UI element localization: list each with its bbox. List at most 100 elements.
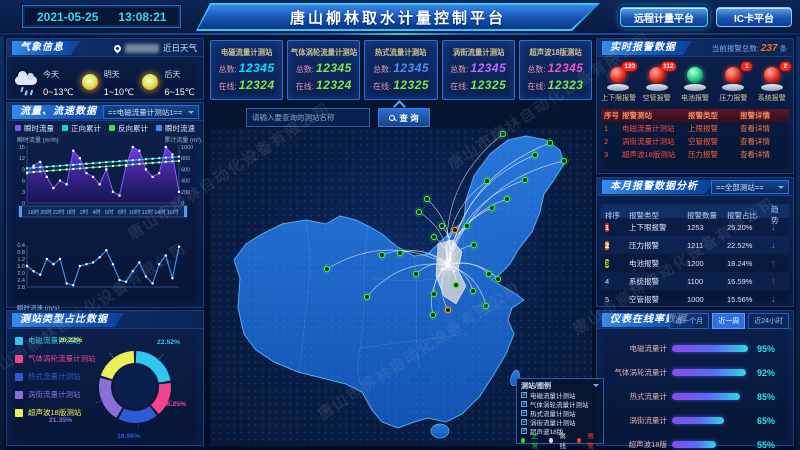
china-map[interactable] [210,128,592,446]
svg-text:0.4: 0.4 [17,243,25,249]
legend-item: 瞬时流量 [15,123,54,134]
stat-card-thermal[interactable]: 热式流量计测站 总数: 12345 在线: 12325 [364,40,438,100]
all-stations-select[interactable]: ==全部测站== [711,180,789,194]
map-legend-item[interactable]: ✓ 涡街流量计测站 [521,418,576,427]
table-row[interactable]: 2 压力报警 1211 22.52% ↓ [601,236,789,254]
map-legend-item[interactable]: ✓ 电磁流量计测站 [521,391,576,400]
pie-percent-label: 16.25% [163,401,187,408]
monthly-alarm-title: 本月报警数据分析 [602,180,714,194]
datetime-display: 2021-05-25 13:08:21 [22,5,182,28]
alarm-beacon-icon [725,67,742,83]
station-type-donut-chart[interactable] [77,331,193,443]
alarm-beacon-icon [610,67,627,83]
station-stat-cards: 电磁流量计测站 总数: 12345 在线: 12324 气体涡轮流量计测站 总数: 1… [210,40,593,100]
range-button-24h[interactable]: 近24小时 [748,313,789,329]
bar-fill [672,393,740,400]
svg-text:4时: 4时 [92,208,101,216]
weather-panel-title: 气象信息 [12,41,80,55]
table-row[interactable]: 2 涡街流量计测站 空管报警 查看详情 [601,135,789,148]
range-button-month[interactable]: 近一个月 [669,313,710,329]
rank-badge: 3 [605,258,610,268]
day-temp: 6~15℃ [164,87,195,97]
monthly-alarm-panel: 本月报警数据分析 ==全部测站== 排序 报警类型 报警数量 报警占比 趋势 1 上… [596,177,794,307]
svg-text:0时: 0时 [67,208,76,216]
alarm-beacon-icon [648,67,665,83]
realtime-alarm-panel: 实时报警数据 当前报警总数: 237 条 123 上下限报警 112 空管报警 电池… [596,38,794,174]
range-button-week[interactable]: 近一周 [712,313,746,329]
flow-line-chart[interactable]: 瞬时流量 (m³/h) 累计流量 (m³) 0 3 6 9 12 15 0 200 400 600 80… [7,135,203,235]
speed-line-chart[interactable]: 0.40.81.21.62.02.42.8 [7,240,203,296]
svg-text:10时: 10时 [129,208,141,216]
ic-card-platform-button[interactable]: IC卡平台 [716,7,792,27]
table-row[interactable]: 3 电池报警 1200 18.24% ↑ [601,254,789,272]
online-bar-row: 热式流量计 85% [605,391,785,402]
status-dot-alarm [577,437,582,443]
speed-axis-label: 瞬时流速 (m/s) [17,305,60,312]
station-type-panel-header: 测站类型占比数据 [7,311,203,329]
search-icon [389,114,396,121]
table-row[interactable]: 3 超声波18版测站 压力报警 查看详情 [601,148,789,161]
alarm-table-header: 序号 报警测站 报警类型 报警详情 [601,109,789,122]
flow-panel: 流量、流速数据 ==电磁流量计测站1== 瞬时流量 正向累计 反向累计 瞬时流速… [6,102,204,312]
status-dot-offline [549,437,554,443]
svg-text:600: 600 [181,167,190,173]
table-row[interactable]: 5 空管报警 1000 15.56% ↓ [601,290,789,308]
map-legend-item[interactable]: ✓ 气体涡轮流量计测站 [521,400,589,409]
search-input[interactable] [246,108,370,127]
svg-text:0: 0 [22,201,25,207]
stat-card-vortex[interactable]: 涡街流量计测站 总数: 12345 在线: 12325 [441,40,515,100]
map-status-legend: 正常 离线 报警 [521,433,599,450]
pie-percent-label: 22.52% [157,339,181,346]
bar-fill [672,369,746,376]
chevron-down-icon [593,384,599,390]
legend-item: 正向累计 [62,123,101,134]
station-markers[interactable] [322,129,569,320]
svg-text:0.8: 0.8 [17,250,25,256]
pie-percent-label: 21.35% [49,417,73,424]
svg-text:1.2: 1.2 [17,257,25,263]
alarm-light-empty-pipe: 112 空管报警 [642,62,676,102]
sun-icon [81,74,98,90]
table-row[interactable]: 4 系统报警 1100 16.59% ↑ [601,272,789,290]
search-button[interactable]: 查 询 [378,108,430,127]
station-select[interactable]: ==电磁流量计测站1== [103,105,199,119]
legend-item: 热式流量计测站 [15,371,96,382]
svg-text:12: 12 [19,156,25,162]
remote-metering-platform-button[interactable]: 远程计量平台 [620,7,708,27]
station-type-panel-title: 测站类型占比数据 [12,313,124,327]
page-title: 唐山柳林取水计量控制平台 [289,9,506,27]
day-temp: 1~10℃ [103,87,135,97]
alarm-count-badge: 112 [661,62,676,71]
rank-badge: 2 [605,240,610,250]
stat-card-electromagnetic[interactable]: 电磁流量计测站 总数: 12345 在线: 12324 [210,40,284,100]
stat-card-gas-turbine[interactable]: 气体涡轮流量计测站 总数: 12345 在线: 12324 [287,40,361,100]
svg-text:2.8: 2.8 [17,285,25,291]
svg-text:400: 400 [181,179,190,185]
checkbox-checked-icon: ✓ [521,391,528,398]
svg-text:1000: 1000 [181,145,193,151]
svg-text:瞬时流量 (m³/h): 瞬时流量 (m³/h) [17,136,59,144]
day-name: 明天 [103,70,120,79]
map-legend: 测站/图例 ✓ 电磁流量计测站 ✓ 气体涡轮流量计测站 ✓ 热式流量计测站 ✓ 涡街流量… [516,378,604,450]
alarm-table: 序号 报警测站 报警类型 报警详情 1 电磁流量计测站 上限报警 查看详情 2 涡街流量计… [601,109,789,161]
map-canvas[interactable] [210,128,592,446]
svg-text:1.6: 1.6 [17,264,25,270]
flow-chart-legend: 瞬时流量 正向累计 反向累计 瞬时流速 [7,121,203,135]
svg-text:12时: 12时 [142,208,154,216]
bar-value: 92% [757,367,776,378]
table-row[interactable]: 1 上下限报警 1253 25.20% ↓ [601,218,789,236]
stat-card-ultrasonic[interactable]: 超声波18版测站 总数: 12345 在线: 12323 [518,40,593,100]
alarm-beacon-icon [686,67,703,83]
map-legend-header[interactable]: 测站/图例 [521,381,599,390]
table-row[interactable]: 1 电磁流量计测站 上限报警 查看详情 [601,122,789,135]
alarm-light-battery: 电池报警 [678,65,712,103]
svg-text:14时: 14时 [154,208,166,216]
map-legend-item[interactable]: ✓ 热式流量计测站 [521,409,576,418]
station-select-value: ==电磁流量计测站1== [108,107,183,117]
rank-badge: 1 [605,222,610,232]
map-legend-item[interactable]: ✓ 超声波18版 [521,427,564,436]
view-detail-link: 查看详情 [740,150,770,159]
legend-item: 气体涡轮流量计测站 [15,353,96,364]
legend-item: 涡街流量计测站 [15,389,96,400]
online-bar-row: 涡街流量计 65% [605,415,785,426]
